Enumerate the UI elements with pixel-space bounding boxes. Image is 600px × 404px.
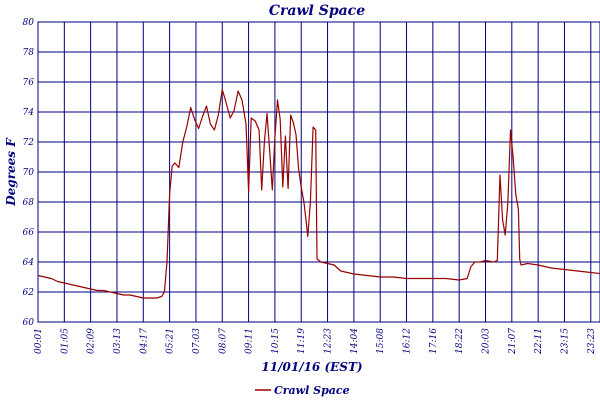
x-tick-label: 16:12 <box>403 328 413 354</box>
x-tick-label: 04:17 <box>139 328 149 354</box>
x-tick-label: 11:19 <box>297 328 307 354</box>
x-tick-label: 23:23 <box>587 328 597 355</box>
x-tick-label: 01:05 <box>60 328 70 354</box>
y-axis-ticks: 60 62 64 66 68 70 72 74 76 78 80 <box>23 18 35 328</box>
chart-title: Crawl Space <box>269 3 365 19</box>
y-tick-label: 60 <box>23 318 35 328</box>
x-tick-label: 15:08 <box>376 328 386 354</box>
series-layer <box>37 88 600 299</box>
x-tick-label: 23:15 <box>560 328 570 355</box>
y-tick-label: 70 <box>23 168 35 178</box>
y-tick-label: 74 <box>23 108 35 118</box>
plot-frame <box>37 21 600 323</box>
x-tick-label: 18:22 <box>455 328 465 354</box>
x-tick-label: 09:11 <box>245 328 255 354</box>
x-axis-label: 11/01/16 (EST) <box>261 360 362 374</box>
grid-layer <box>38 21 600 323</box>
y-tick-label: 64 <box>23 258 35 268</box>
x-tick-label: 05:21 <box>166 328 176 354</box>
x-tick-label: 08:07 <box>218 328 228 354</box>
y-tick-label: 78 <box>23 48 35 58</box>
x-tick-label: 17:16 <box>429 328 439 354</box>
x-tick-label: 12:23 <box>324 328 334 354</box>
y-tick-label: 72 <box>23 138 35 148</box>
y-axis-label: Degrees F <box>4 137 18 207</box>
y-tick-label: 76 <box>23 78 35 88</box>
x-tick-label: 20:03 <box>481 328 491 355</box>
series-line-crawl-space <box>37 88 600 299</box>
y-tick-label: 62 <box>23 288 35 298</box>
x-tick-label: 21:07 <box>508 328 518 355</box>
x-tick-label: 22:11 <box>534 328 544 355</box>
legend-label-crawl-space: Crawl Space <box>274 384 350 397</box>
x-tick-label: 02:09 <box>87 328 97 354</box>
x-tick-label: 10:15 <box>271 328 281 354</box>
legend: Crawl Space <box>255 384 350 397</box>
y-tick-label: 66 <box>23 228 35 238</box>
x-tick-label: 00:01 <box>34 328 44 354</box>
y-tick-label: 68 <box>23 198 35 208</box>
x-tick-label: 14:04 <box>350 328 360 354</box>
x-tick-label: 07:03 <box>192 328 202 354</box>
x-tick-label: 03:13 <box>113 328 123 354</box>
y-tick-label: 80 <box>23 18 35 28</box>
x-axis-ticks: 00:01 01:05 02:09 03:13 04:17 05:21 07:03 08:07… <box>34 328 597 355</box>
